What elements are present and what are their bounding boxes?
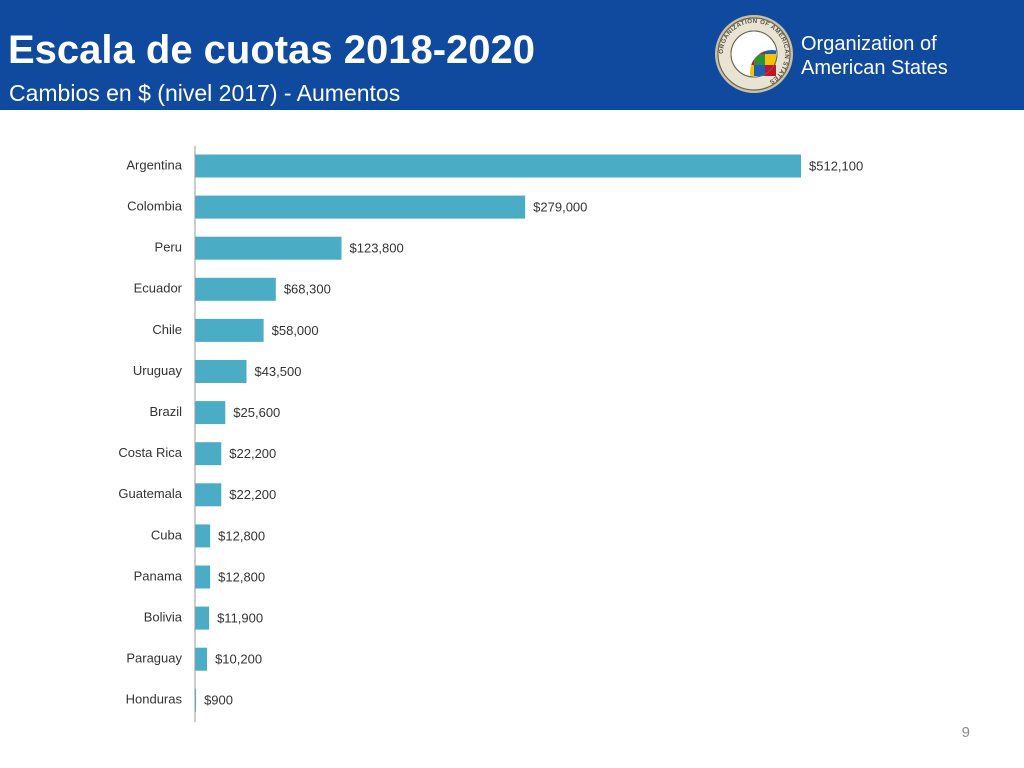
value-label: $25,600 <box>233 405 280 420</box>
category-label: Guatemala <box>118 486 182 501</box>
header-banner: Escala de cuotas 2018-2020 Cambios en $ … <box>0 0 1024 110</box>
value-label: $58,000 <box>272 323 319 338</box>
value-label: $12,800 <box>218 528 265 543</box>
value-label: $22,200 <box>229 487 276 502</box>
category-label: Ecuador <box>134 281 183 296</box>
category-label: Peru <box>155 240 182 255</box>
bar-argentina <box>195 154 801 178</box>
value-label: $279,000 <box>533 200 587 215</box>
value-label: $900 <box>204 693 233 708</box>
bar-paraguay <box>195 647 208 671</box>
category-label: Chile <box>152 322 182 337</box>
organization-name: Organization of American States <box>801 32 948 80</box>
bar-chart: Argentina $512,100 Colombia $279,000 Peru $12… <box>118 146 863 723</box>
category-label: Colombia <box>127 199 183 214</box>
category-label: Panama <box>134 568 183 583</box>
value-label: $512,100 <box>809 158 863 173</box>
value-label: $11,900 <box>217 611 263 626</box>
value-label: $68,300 <box>284 282 331 297</box>
bar-peru <box>195 236 342 260</box>
bar-costa-rica <box>195 442 222 466</box>
bar-cuba <box>195 524 211 548</box>
org-name-line2: American States <box>801 57 948 79</box>
bar-brazil <box>195 401 226 425</box>
bar-bolivia <box>195 606 210 630</box>
value-label: $22,200 <box>229 446 276 461</box>
bar-panama <box>195 565 211 589</box>
bar-colombia <box>195 195 526 219</box>
org-name-line1: Organization of <box>801 33 937 55</box>
bar-chile <box>195 318 264 342</box>
category-label: Paraguay <box>126 651 182 666</box>
oas-seal-logo: ORGANIZATION OF AMERICAN STATES <box>715 15 793 93</box>
bar-uruguay <box>195 360 247 383</box>
bar-ecuador <box>195 277 276 301</box>
bar-guatemala <box>195 483 222 507</box>
category-label: Argentina <box>126 157 182 172</box>
value-label: $12,800 <box>218 569 265 584</box>
category-label: Costa Rica <box>118 445 182 460</box>
slide-subtitle: Cambios en $ (nivel 2017) - Aumentos <box>9 80 401 106</box>
category-label: Cuba <box>151 527 183 542</box>
category-label: Uruguay <box>133 363 183 378</box>
value-label: $123,800 <box>350 241 404 256</box>
slide-title: Escala de cuotas 2018-2020 <box>8 28 536 72</box>
page-number: 9 <box>961 724 970 741</box>
category-label: Bolivia <box>144 610 183 625</box>
category-label: Brazil <box>149 404 182 419</box>
bar-honduras <box>195 688 197 712</box>
value-label: $10,200 <box>215 652 262 667</box>
category-label: Honduras <box>126 692 183 707</box>
value-label: $43,500 <box>254 364 301 379</box>
